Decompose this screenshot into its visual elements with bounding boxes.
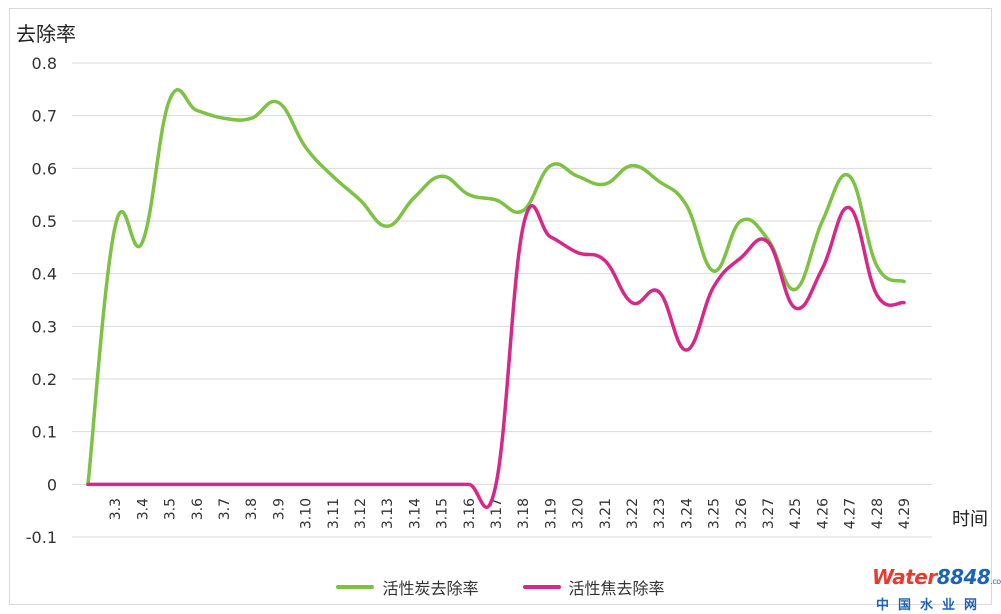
watermark-word: Water [872, 565, 937, 589]
x-tick-label: 3.20 [571, 498, 587, 529]
x-tick-label: 3.15 [435, 498, 451, 529]
x-tick-label: 4.26 [815, 498, 831, 529]
series-line-1 [86, 204, 906, 509]
x-tick-label: 3.9 [271, 498, 287, 520]
y-tick-label: 0 [47, 475, 57, 494]
chart-frame [9, 8, 992, 605]
x-axis-label: 时间 [952, 509, 988, 530]
x-tick-label: 3.6 [190, 498, 206, 520]
y-tick-label: 0.8 [32, 54, 57, 73]
legend-item-activated-coke: 活性焦去除率 [522, 575, 665, 599]
x-tick-label: 3.5 [163, 498, 179, 520]
x-tick-label: 3.26 [734, 498, 750, 529]
y-tick-label: 0.2 [32, 370, 57, 389]
legend-swatch [336, 585, 375, 589]
y-tick-label: -0.1 [26, 528, 57, 547]
x-axis-ticks: 3.3 3.4 3.5 3.6 3.7 3.8 3.9 3.10 3.11 3.12 3.13 3.1… [108, 498, 913, 529]
x-tick-label: 4.25 [788, 498, 804, 529]
x-tick-label: 4.29 [897, 498, 913, 529]
watermark-cn: 中国水业网 [876, 598, 987, 613]
x-tick-label: 3.21 [598, 498, 614, 529]
watermark-logo: Water8848.com 中国水业网 [872, 565, 1001, 613]
x-tick-label: 3.3 [108, 498, 124, 520]
watermark-number: 8848 [936, 565, 991, 589]
x-tick-label: 3.8 [244, 498, 260, 520]
x-tick-label: 3.23 [652, 498, 668, 529]
x-tick-label: 3.7 [217, 498, 233, 520]
x-tick-label: 3.12 [353, 498, 369, 529]
legend-label: 活性焦去除率 [568, 579, 665, 598]
legend-item-activated-carbon: 活性炭去除率 [336, 575, 479, 599]
x-tick-label: 3.17 [489, 498, 505, 529]
x-tick-label: 3.11 [326, 498, 342, 529]
legend-swatch [522, 585, 561, 589]
x-tick-label: 3.14 [407, 498, 423, 529]
legend-label: 活性炭去除率 [382, 579, 479, 598]
x-tick-label: 3.4 [135, 498, 151, 520]
y-tick-label: 0.6 [32, 159, 57, 178]
x-tick-label: 3.18 [516, 498, 532, 529]
y-tick-label: 0.4 [32, 265, 57, 284]
x-tick-label: 3.22 [625, 498, 641, 529]
y-tick-label: 0.5 [32, 212, 57, 231]
legend: 活性炭去除率 活性焦去除率 [0, 575, 1001, 599]
x-tick-label: 3.13 [380, 498, 396, 529]
x-tick-label: 3.10 [299, 498, 315, 529]
x-tick-label: 4.28 [870, 498, 886, 529]
y-tick-label: 0.1 [32, 423, 57, 442]
grid-lines [72, 62, 932, 538]
y-axis-ticks: 0.8 0.7 0.6 0.5 0.4 0.3 0.2 0.1 0 -0.1 [26, 54, 57, 547]
y-tick-label: 0.3 [32, 317, 57, 336]
watermark-suffix: .com [990, 577, 1001, 586]
series-line-0 [86, 88, 906, 487]
x-tick-label: 3.16 [462, 498, 478, 529]
y-axis-label: 去除率 [16, 22, 76, 46]
series-lines [86, 88, 906, 509]
x-tick-label: 3.24 [679, 498, 695, 529]
y-tick-label: 0.7 [32, 107, 57, 126]
x-tick-label: 4.27 [843, 498, 859, 529]
x-tick-label: 3.19 [543, 498, 559, 529]
x-tick-label: 3.27 [761, 498, 777, 529]
x-tick-label: 3.25 [707, 498, 723, 529]
